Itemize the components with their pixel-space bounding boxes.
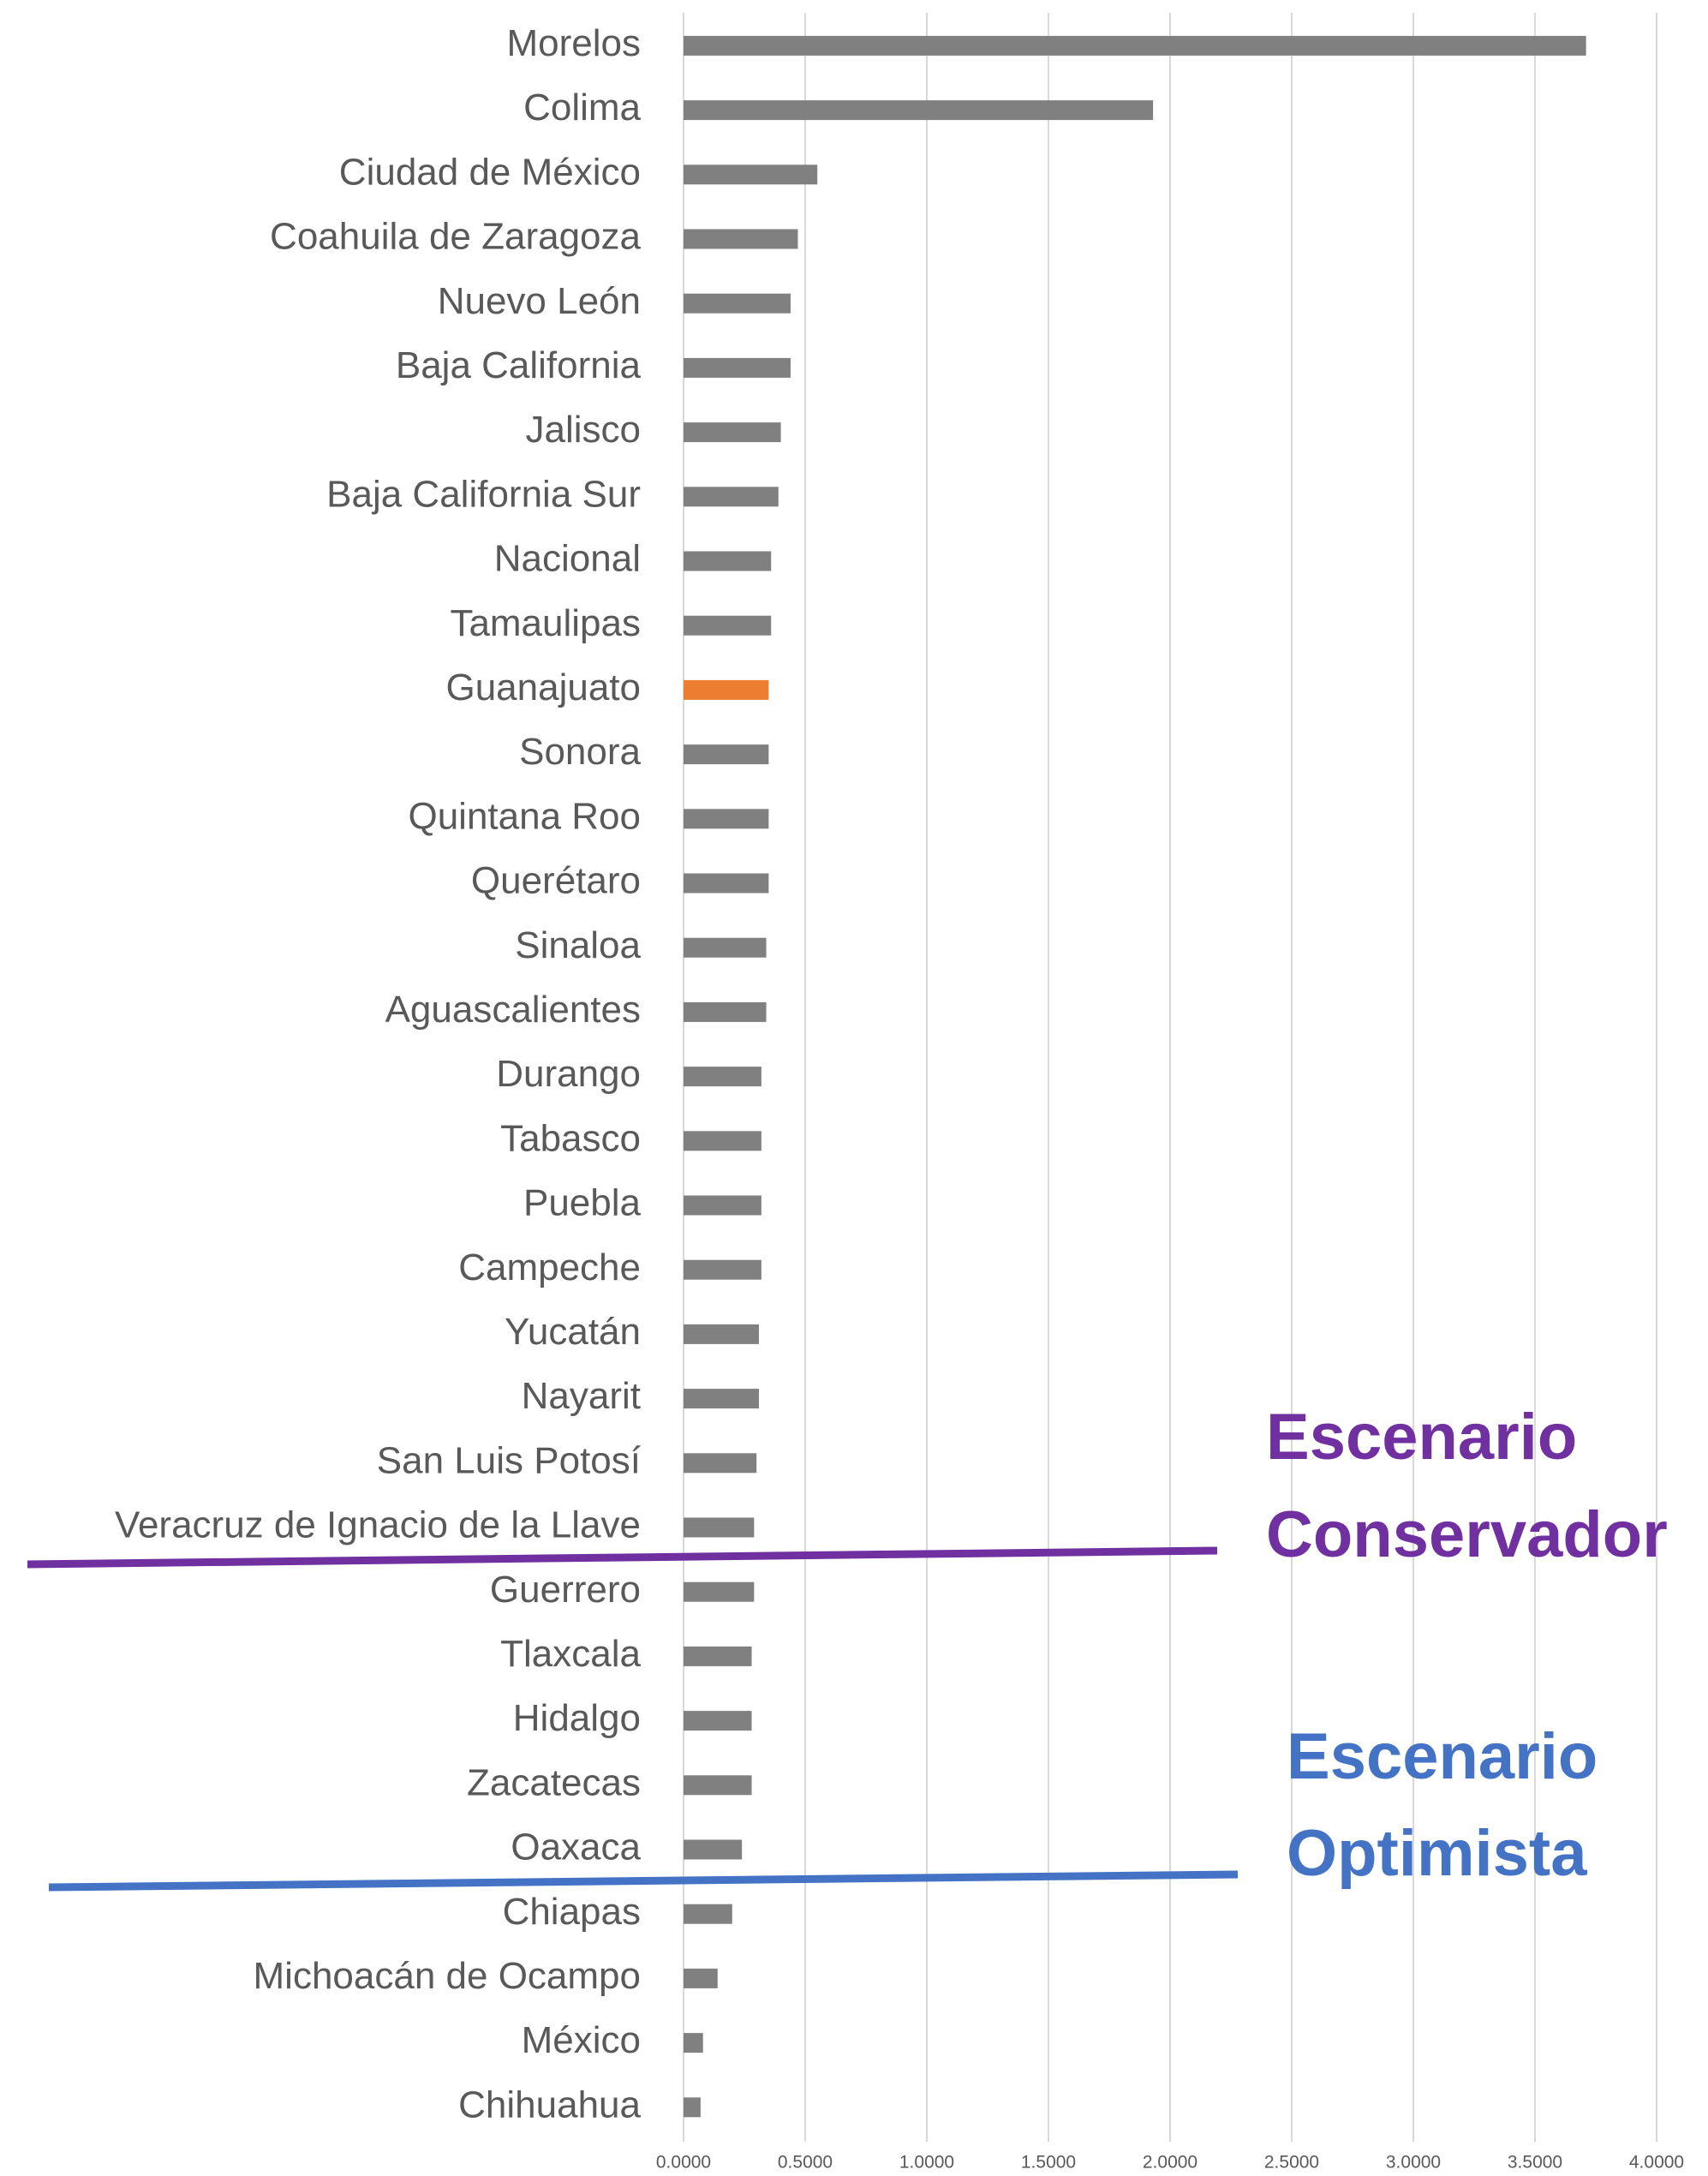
bar [684,551,772,571]
bar [684,1453,757,1474]
bar [684,744,769,765]
bar [684,487,779,507]
x-tick-label: 2.0000 [1143,2153,1197,2173]
bar [684,809,769,829]
y-tick-label: Jalisco [526,409,642,451]
y-tick-label: Morelos [507,22,642,64]
bar [684,1389,760,1409]
x-tick-label: 3.0000 [1386,2153,1441,2173]
x-tick-label: 0.5000 [778,2153,833,2173]
y-tick-label: Sinaloa [515,924,641,966]
y-tick-label: Colima [523,87,641,129]
scenario-line [27,1546,1218,1569]
y-tick-label: Zacatecas [467,1761,641,1803]
x-tick-label: 2.5000 [1264,2153,1319,2173]
bar [684,100,1154,121]
bar [684,1517,755,1538]
y-tick-label: Michoacán de Ocampo [254,1955,641,1997]
annotation: Escenario [1266,1401,1577,1474]
x-tick-label: 4.0000 [1629,2153,1684,2173]
y-tick-label: Tamaulipas [450,602,641,644]
bar [684,357,791,378]
y-tick-label: Sonora [519,731,641,773]
bar [684,2033,703,2053]
y-tick-label: Nuevo León [438,280,641,322]
bar [684,1968,718,1988]
y-tick-label: México [522,2019,641,2061]
bar [684,1324,760,1344]
y-tick-label: Querétaro [471,860,641,902]
y-tick-label: Guerrero [490,1569,641,1611]
bar [684,1904,732,1924]
bar [684,1775,752,1796]
y-tick-label: San Luis Potosí [377,1439,642,1481]
bar [684,937,767,958]
bar [684,35,1586,56]
bar [684,873,769,894]
annotation: Optimista [1287,1817,1587,1890]
bar [684,2097,701,2118]
y-tick-label: Oaxaca [511,1826,641,1868]
annotation: Conservador [1266,1498,1668,1571]
bar [684,1131,761,1151]
bar [684,164,818,185]
y-tick-label: Baja California Sur [326,473,641,515]
y-tick-label: Nayarit [522,1375,641,1417]
y-tick-label: Veracruz de Ignacio de la Llave [115,1504,641,1546]
y-tick-label: Coahuila de Zaragoza [270,216,641,258]
scenario-line [48,1870,1239,1892]
y-tick-label: Tlaxcala [500,1633,641,1675]
bar [684,1839,743,1860]
y-tick-label: Guanajuato [445,667,641,708]
y-tick-label: Baja California [396,344,642,386]
x-tick-label: 0.0000 [656,2153,711,2173]
y-tick-label: Yucatán [505,1311,641,1353]
bar [684,229,798,249]
annotation: Escenario [1287,1720,1598,1793]
bar [684,1259,761,1280]
y-tick-label: Ciudad de México [339,151,641,193]
y-tick-label: Durango [496,1053,641,1095]
bar [684,615,772,636]
y-tick-label: Chiapas [503,1891,641,1933]
y-tick-label: Quintana Roo [408,795,641,837]
y-tick-label: Tabasco [500,1117,641,1159]
y-tick-label: Nacional [494,538,641,580]
x-tick-label: 1.0000 [899,2153,954,2173]
bar [684,679,769,700]
bar [684,293,791,314]
bar [684,1581,755,1602]
y-tick-label: Campeche [458,1246,641,1288]
y-tick-label: Hidalgo [513,1697,641,1739]
bar [684,1646,752,1666]
y-tick-label: Puebla [523,1182,642,1224]
x-tick-label: 1.5000 [1021,2153,1076,2173]
bar [684,1195,761,1216]
bar [684,422,781,443]
x-tick-label: 3.5000 [1508,2153,1562,2173]
y-tick-label: Chihuahua [458,2083,641,2125]
bar [684,1067,761,1087]
bar [684,1001,767,1022]
y-tick-label: Aguascalientes [385,989,641,1031]
bar [684,1711,752,1731]
